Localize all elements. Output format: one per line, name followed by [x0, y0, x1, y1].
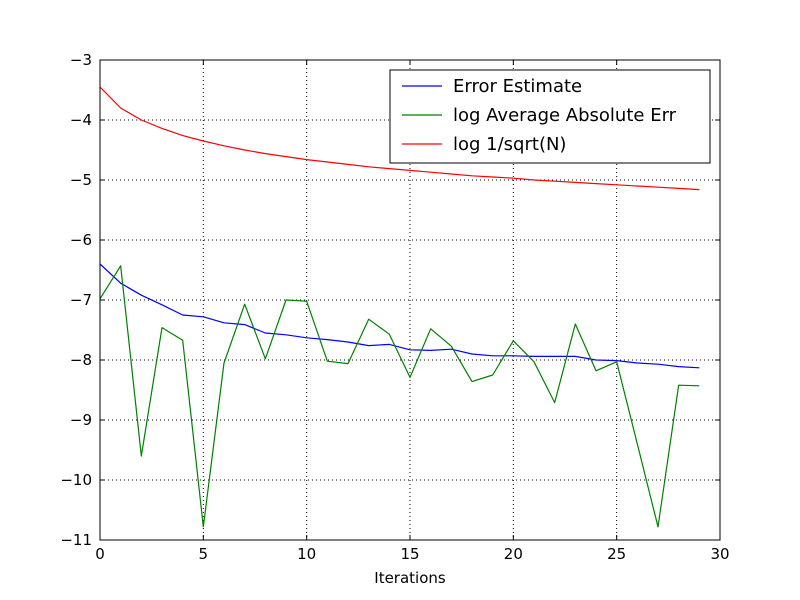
x-tick-label: 5 — [199, 545, 209, 563]
y-tick-label: −3 — [70, 51, 92, 69]
x-tick-label: 30 — [710, 545, 729, 563]
x-tick-label: 25 — [607, 545, 626, 563]
series-line-3 — [99, 86, 700, 191]
axis-ticks: 0 5 10 15 20 25 30 −3 −4 −5 −6 −7 −8 −9 −10 −11 — [60, 51, 729, 563]
x-tick-label: 0 — [95, 545, 105, 563]
y-tick-label: −5 — [70, 171, 92, 189]
legend-box — [389, 69, 711, 164]
y-tick-label: −6 — [70, 231, 92, 249]
y-tick-label: −9 — [70, 411, 92, 429]
legend: Error Estimate log Average Absolute Err lo… — [389, 69, 711, 164]
y-tick-label: −10 — [60, 471, 92, 489]
legend-label: log 1/sqrt(N) — [453, 134, 566, 155]
x-axis-title: Iterations — [374, 569, 446, 587]
y-tick-label: −11 — [60, 531, 92, 549]
x-tick-label: 10 — [297, 545, 316, 563]
y-tick-label: −7 — [70, 291, 92, 309]
legend-label: log Average Absolute Err — [453, 105, 677, 126]
series-lines — [99, 86, 700, 528]
series-line-2 — [99, 265, 700, 528]
series-line-1 — [99, 263, 700, 369]
legend-label: Error Estimate — [453, 76, 582, 97]
y-tick-label: −8 — [70, 351, 92, 369]
x-tick-label: 20 — [504, 545, 523, 563]
y-tick-label: −4 — [70, 111, 92, 129]
x-tick-label: 15 — [400, 545, 419, 563]
